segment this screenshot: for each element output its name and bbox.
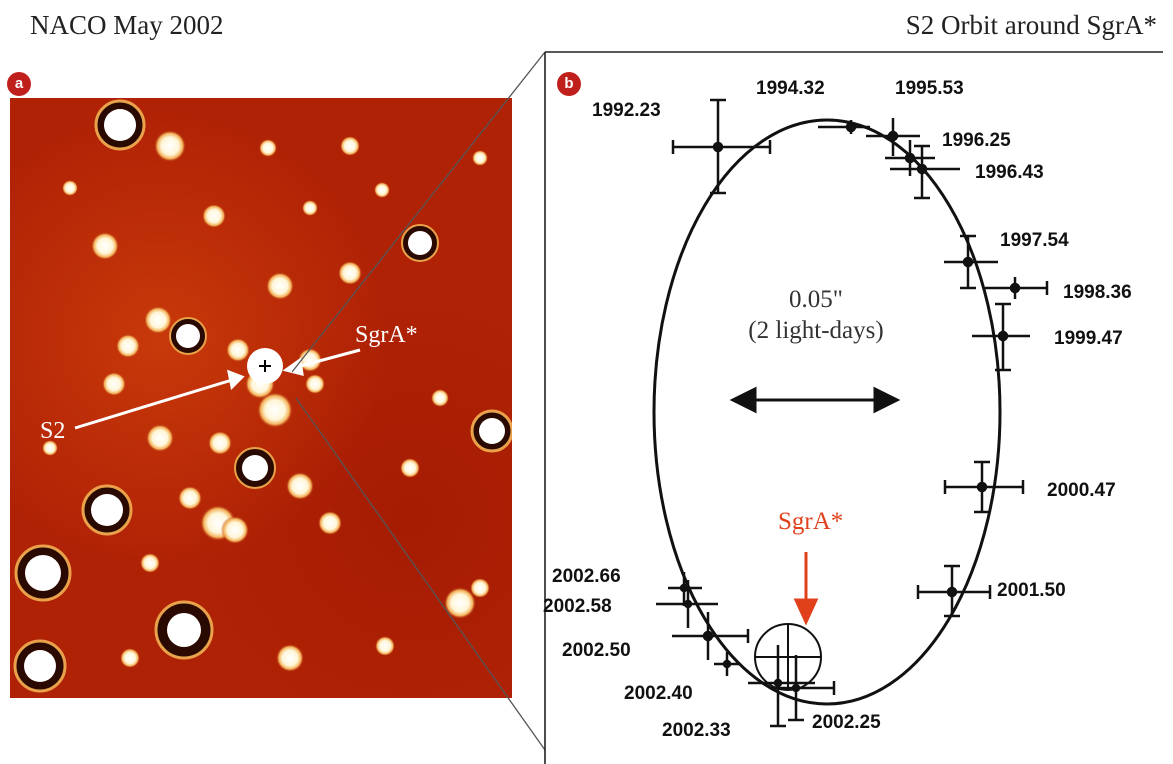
- epoch-label: 1995.53: [895, 78, 964, 99]
- epoch-label: 2002.40: [624, 683, 693, 704]
- epoch-label: 1994.32: [756, 78, 825, 99]
- sgra-marker: [247, 348, 283, 384]
- epoch-label: 1999.47: [1054, 328, 1123, 349]
- epoch-2000-47: [943, 460, 1025, 514]
- epoch-label: 2002.33: [662, 720, 731, 741]
- scale-days-label: (2 light-days): [748, 317, 884, 344]
- epoch-label: 1996.43: [975, 162, 1044, 183]
- left-title: NACO May 2002: [30, 10, 224, 40]
- star-field-svg: [13, 99, 512, 693]
- epoch-markers: [656, 98, 1049, 728]
- epoch-label: 1996.25: [942, 130, 1011, 151]
- epoch-1995-53: [866, 118, 920, 156]
- epoch-label: 2000.47: [1047, 480, 1116, 501]
- orbit-ellipse: [652, 118, 1002, 706]
- sgra-position: [754, 623, 822, 691]
- panel-b-badge: b: [557, 72, 581, 96]
- epoch-1997-54: [944, 234, 998, 290]
- epoch-label: 2002.25: [812, 712, 881, 733]
- epoch-2001-50: [916, 564, 992, 618]
- scale-arcsec-label: 0.05": [789, 286, 843, 313]
- star-field-image: [10, 98, 512, 698]
- epoch-label: 1998.36: [1063, 282, 1132, 303]
- right-title: S2 Orbit around SgrA*: [905, 10, 1157, 40]
- epoch-label: 2002.50: [562, 640, 631, 661]
- epoch-2002-66: [668, 572, 702, 606]
- epoch-1999-47: [972, 302, 1030, 372]
- scale-arrow: [729, 386, 901, 414]
- s2-image-label: S2: [40, 418, 66, 444]
- epoch-label: 2002.58: [543, 596, 612, 617]
- epoch-2002-50: [672, 612, 750, 660]
- epoch-label: 2001.50: [997, 580, 1066, 601]
- sgra-image-label: SgrA*: [355, 322, 418, 348]
- epoch-label: 2002.66: [552, 566, 621, 587]
- epoch-1996-43: [890, 144, 960, 200]
- epoch-label: 1992.23: [592, 100, 661, 121]
- epoch-1992-23: [671, 98, 772, 195]
- epoch-label: 1997.54: [1000, 230, 1069, 251]
- epoch-1994-32: [818, 120, 870, 134]
- epoch-1998-36: [985, 277, 1049, 299]
- epoch-2002-25: [770, 655, 836, 722]
- panel-a-badge: a: [7, 72, 31, 96]
- sgra-red-arrow: [793, 552, 819, 626]
- bright-ringed-stars: [13, 99, 512, 693]
- epoch-2002-58: [656, 580, 718, 628]
- epoch-2002-40: [714, 652, 740, 676]
- sgra-orbit-label: SgrA*: [778, 508, 844, 535]
- epoch-2002-33: [748, 645, 815, 728]
